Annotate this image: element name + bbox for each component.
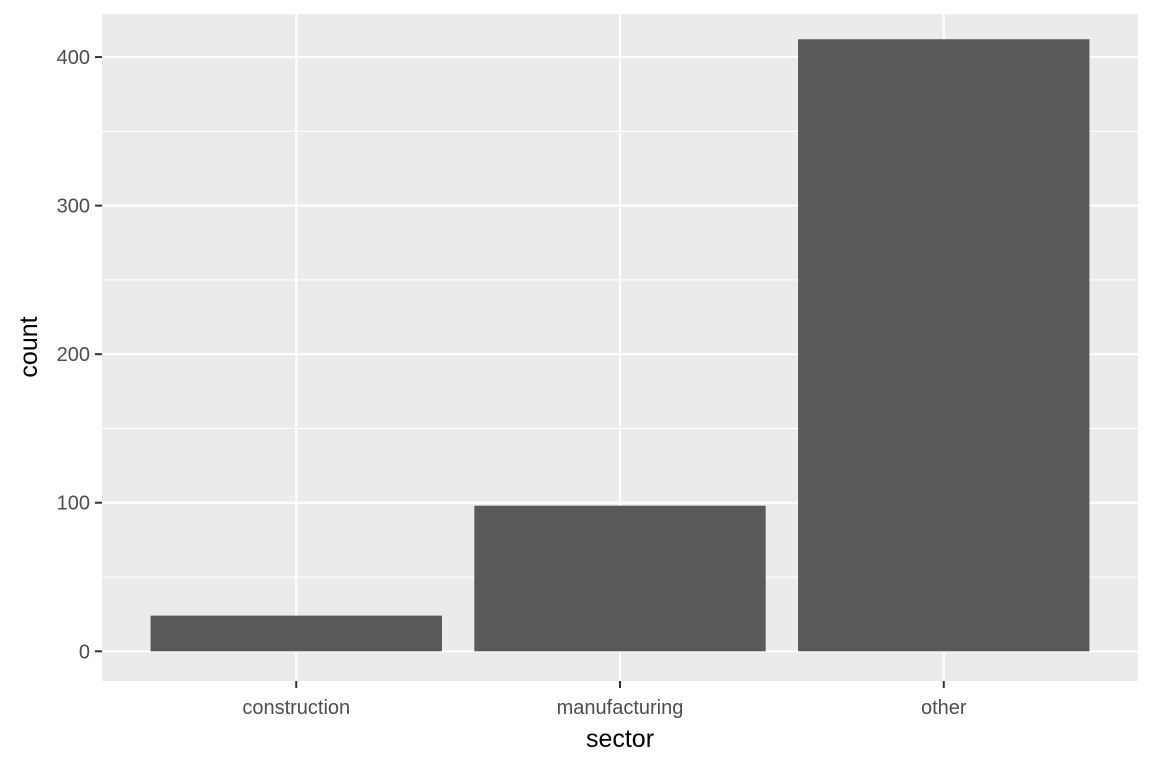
bar-other	[798, 39, 1090, 652]
x-tick-label: construction	[242, 697, 350, 719]
x-axis-title: sector	[586, 725, 654, 753]
bar-construction	[150, 615, 442, 652]
y-axis-title: count	[15, 316, 43, 377]
y-tick-label: 200	[57, 344, 90, 366]
bars	[150, 39, 1090, 652]
y-tick-label: 300	[57, 196, 90, 218]
y-tick-label: 100	[57, 493, 90, 515]
x-tick-label: other	[921, 697, 967, 719]
bar-manufacturing	[474, 505, 766, 652]
y-axis: 0 100 200 300 400	[57, 47, 102, 663]
y-tick-label: 0	[79, 641, 90, 663]
x-tick-label: manufacturing	[557, 697, 684, 719]
y-tick-label: 400	[57, 47, 90, 69]
x-axis: construction manufacturing other	[242, 681, 967, 719]
